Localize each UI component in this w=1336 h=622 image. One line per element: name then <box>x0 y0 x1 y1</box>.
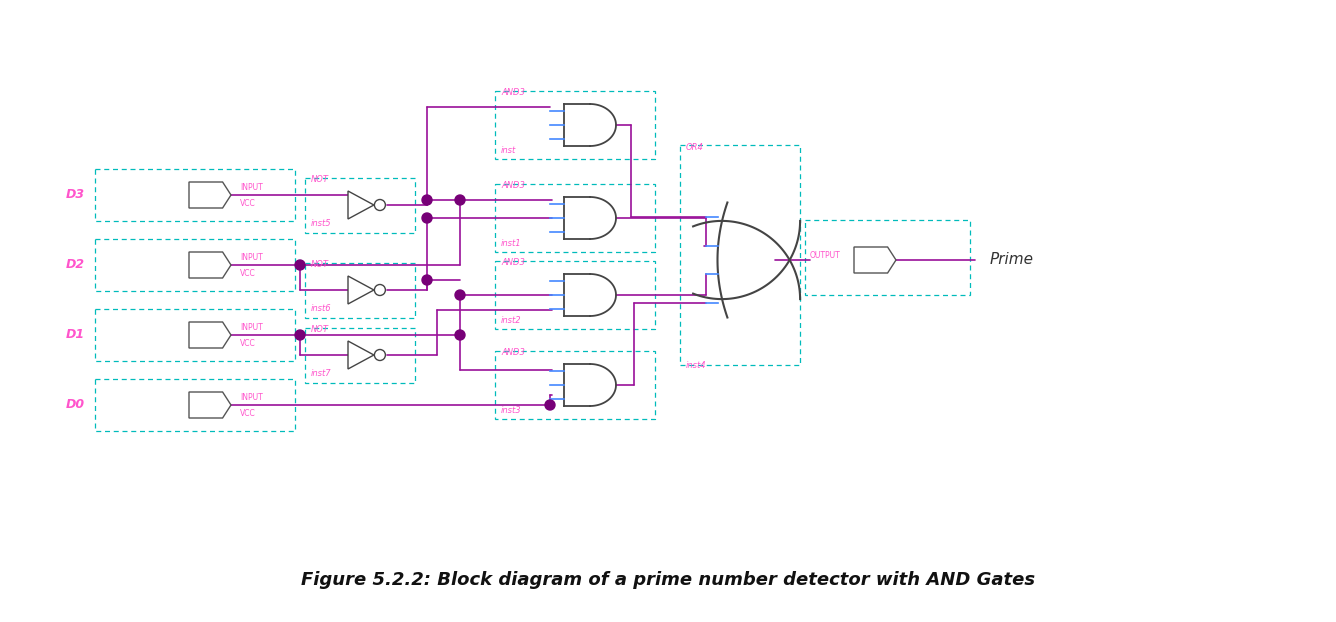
Text: NOT: NOT <box>311 325 329 334</box>
Text: VCC: VCC <box>240 409 255 419</box>
Text: INPUT: INPUT <box>240 392 263 401</box>
Text: INPUT: INPUT <box>240 322 263 332</box>
Text: inst: inst <box>501 146 516 155</box>
Bar <box>496 351 655 419</box>
Text: NOT: NOT <box>311 260 329 269</box>
Polygon shape <box>188 182 231 208</box>
Polygon shape <box>854 247 896 273</box>
Text: inst4: inst4 <box>685 361 707 370</box>
Text: INPUT: INPUT <box>240 253 263 261</box>
Polygon shape <box>188 252 231 278</box>
Text: AND3: AND3 <box>501 258 525 267</box>
Circle shape <box>422 275 432 285</box>
Bar <box>95 169 295 221</box>
Text: VCC: VCC <box>240 200 255 208</box>
Polygon shape <box>188 392 231 418</box>
Bar <box>496 91 655 159</box>
Circle shape <box>456 330 465 340</box>
Text: VCC: VCC <box>240 269 255 279</box>
Circle shape <box>295 260 305 270</box>
Text: inst6: inst6 <box>311 304 331 313</box>
Text: inst3: inst3 <box>501 406 521 415</box>
Bar <box>95 239 295 291</box>
Bar <box>496 261 655 329</box>
Text: D2: D2 <box>65 259 84 271</box>
Text: D0: D0 <box>65 399 84 412</box>
Polygon shape <box>188 322 231 348</box>
Bar <box>496 184 655 252</box>
Bar <box>806 220 970 295</box>
Text: AND3: AND3 <box>501 181 525 190</box>
Text: VCC: VCC <box>240 340 255 348</box>
Text: Figure 5.2.2: Block diagram of a prime number detector with AND Gates: Figure 5.2.2: Block diagram of a prime n… <box>301 571 1035 589</box>
Text: D1: D1 <box>65 328 84 341</box>
Circle shape <box>295 330 305 340</box>
Text: Prime: Prime <box>990 253 1034 267</box>
Circle shape <box>545 400 554 410</box>
Text: inst1: inst1 <box>501 239 521 248</box>
Polygon shape <box>347 341 374 369</box>
Bar <box>95 309 295 361</box>
Circle shape <box>456 290 465 300</box>
Circle shape <box>374 350 385 361</box>
Text: INPUT: INPUT <box>240 182 263 192</box>
Text: OR4: OR4 <box>685 143 704 152</box>
Text: inst2: inst2 <box>501 316 521 325</box>
Bar <box>305 263 415 318</box>
Bar <box>305 178 415 233</box>
Text: AND3: AND3 <box>501 348 525 357</box>
Circle shape <box>422 195 432 205</box>
Polygon shape <box>347 276 374 304</box>
Bar <box>680 145 800 365</box>
Bar <box>305 328 415 383</box>
Circle shape <box>422 213 432 223</box>
Text: AND3: AND3 <box>501 88 525 97</box>
Text: inst7: inst7 <box>311 369 331 378</box>
Text: inst5: inst5 <box>311 219 331 228</box>
Text: NOT: NOT <box>311 175 329 184</box>
Circle shape <box>456 195 465 205</box>
Text: D3: D3 <box>65 188 84 202</box>
Polygon shape <box>347 191 374 219</box>
Circle shape <box>374 284 385 295</box>
Text: OUTPUT: OUTPUT <box>810 251 840 259</box>
Circle shape <box>374 200 385 210</box>
Bar <box>95 379 295 431</box>
